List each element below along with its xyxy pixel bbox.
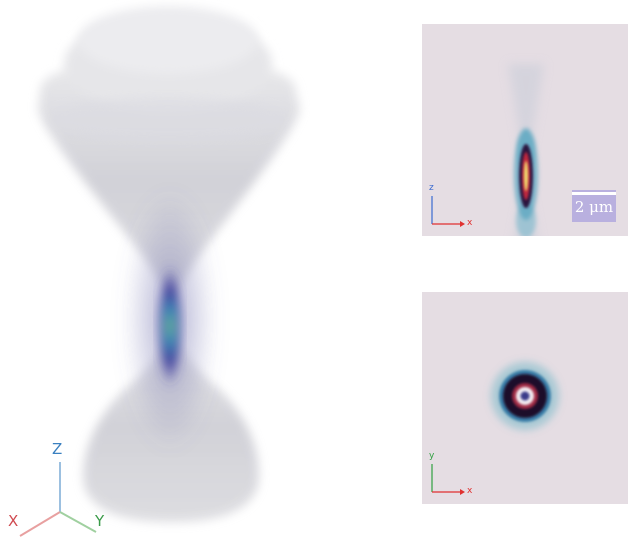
xz-section-panel: z x 2 μm: [422, 24, 628, 236]
x-axis-line: [19, 511, 61, 537]
volume-render-graphic: [19, 6, 300, 537]
xy-vertical-axis-label: y: [429, 451, 435, 461]
xz-focus-core: [524, 161, 528, 191]
y-axis-label: Y: [95, 512, 105, 530]
xy-center-spot: [520, 391, 530, 401]
xz-vertical-axis-label: z: [429, 183, 434, 193]
xy-section-image: [431, 362, 559, 495]
z-axis-label: Z: [52, 440, 63, 458]
y-axis-line: [59, 511, 97, 533]
scale-bar: 2 μm: [572, 190, 616, 222]
psf-volume-render: Z X Y: [8, 6, 300, 537]
xy-horizontal-arrow-icon: [460, 489, 465, 495]
cup-rim: [48, 98, 288, 142]
x-axis-label: X: [8, 512, 19, 530]
xz-section-image: [431, 64, 544, 236]
xz-horizontal-axis-label: x: [467, 218, 473, 228]
scale-bar-label: 2 μm: [574, 198, 614, 216]
xz-horizontal-arrow-icon: [460, 221, 465, 227]
focal-spot: [158, 266, 182, 386]
upper-cup-top: [78, 6, 258, 74]
xy-horizontal-axis-label: x: [467, 486, 473, 496]
xy-section-panel: y x: [422, 292, 628, 504]
scale-bar-line: [572, 192, 616, 195]
